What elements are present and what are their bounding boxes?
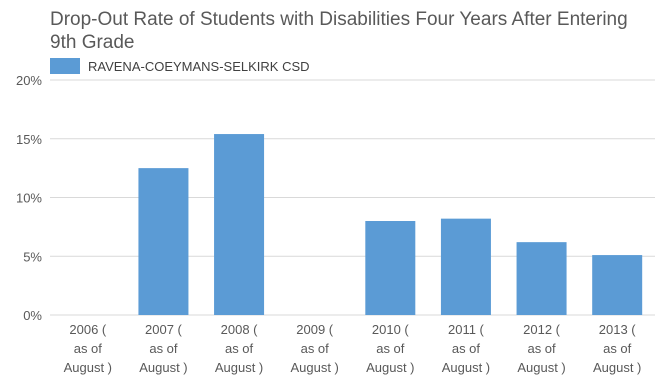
bar xyxy=(516,242,567,315)
bar xyxy=(440,218,491,315)
legend-swatch xyxy=(50,58,80,74)
x-tick-label: 2006 (as of August ) xyxy=(64,322,112,375)
x-tick-label: 2007 (as of August ) xyxy=(139,322,187,375)
x-tick-label: 2008 (as of August ) xyxy=(215,322,263,375)
x-tick-label: 2012 (as of August ) xyxy=(517,322,565,375)
x-tick-label: 2009 (as of August ) xyxy=(290,322,338,375)
y-tick-label: 15% xyxy=(16,132,42,147)
y-tick-label: 5% xyxy=(23,249,42,264)
x-tick-label: 2010 (as of August ) xyxy=(366,322,414,375)
legend-label: RAVENA-COEYMANS-SELKIRK CSD xyxy=(88,58,310,74)
bar xyxy=(138,168,189,315)
x-tick-label: 2013 (as of August ) xyxy=(593,322,641,375)
y-tick-label: 20% xyxy=(16,73,42,88)
bar xyxy=(365,221,416,315)
chart-title: Drop-Out Rate of Students with Disabilit… xyxy=(50,9,628,53)
bar xyxy=(592,255,643,315)
legend: RAVENA-COEYMANS-SELKIRK CSD xyxy=(50,58,310,74)
y-tick-label: 0% xyxy=(23,308,42,323)
bar xyxy=(214,134,265,315)
y-tick-label: 10% xyxy=(16,191,42,206)
x-tick-label: 2011 (as of August ) xyxy=(442,322,490,375)
